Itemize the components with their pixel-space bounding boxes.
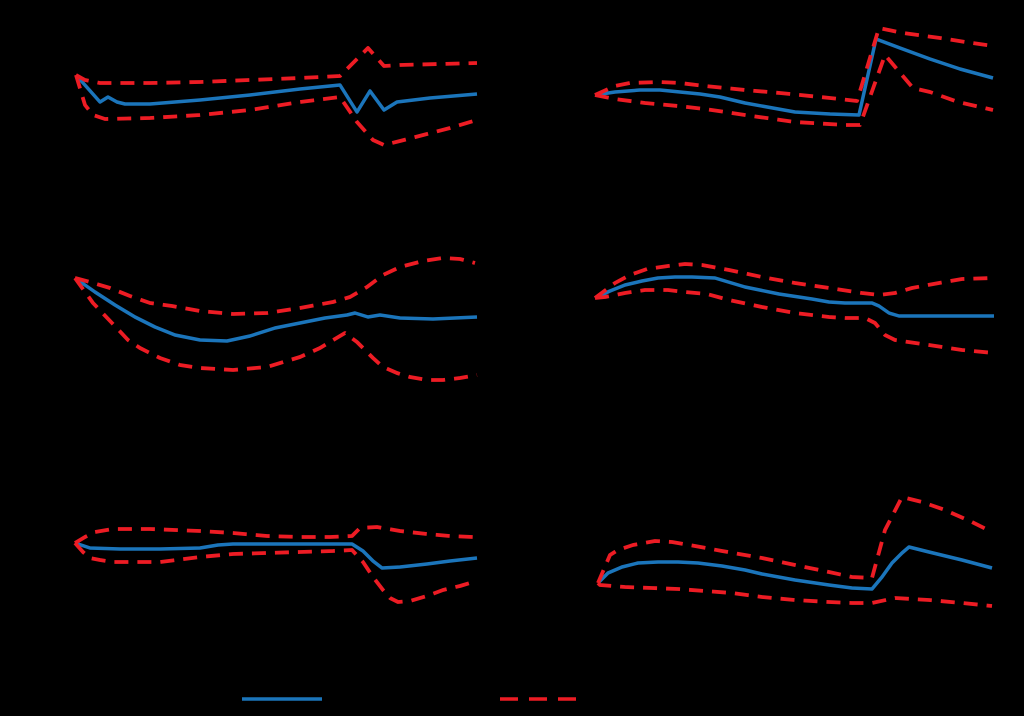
top-right-lower-band (594, 53, 994, 127)
middle-right-mean (594, 275, 994, 318)
panel-bottom-left (73, 525, 478, 604)
top-left-lower-band (74, 74, 478, 147)
middle-left-lower-band (73, 276, 478, 382)
top-right-mean (594, 37, 994, 117)
bottom-right-upper-band (596, 495, 993, 584)
middle-left-mean (73, 276, 478, 343)
panel-middle-right (593, 262, 995, 355)
bottom-left-upper-band (74, 525, 474, 545)
bottom-left-mean (74, 541, 478, 570)
middle-right-upper-band (593, 262, 995, 300)
panel-bottom-right (596, 495, 993, 608)
bottom-left-lower-band (73, 541, 474, 604)
bottom-right-mean (596, 545, 993, 591)
middle-right-lower-band (594, 288, 995, 355)
panel-middle-left (73, 256, 478, 382)
middle-left-upper-band (74, 256, 476, 316)
panel-top-left (74, 46, 478, 147)
top-right-upper-band (594, 26, 995, 103)
panel-top-right (594, 26, 995, 127)
top-left-mean (74, 73, 478, 114)
bottom-right-lower-band (596, 581, 993, 608)
top-left-upper-band (75, 46, 478, 85)
